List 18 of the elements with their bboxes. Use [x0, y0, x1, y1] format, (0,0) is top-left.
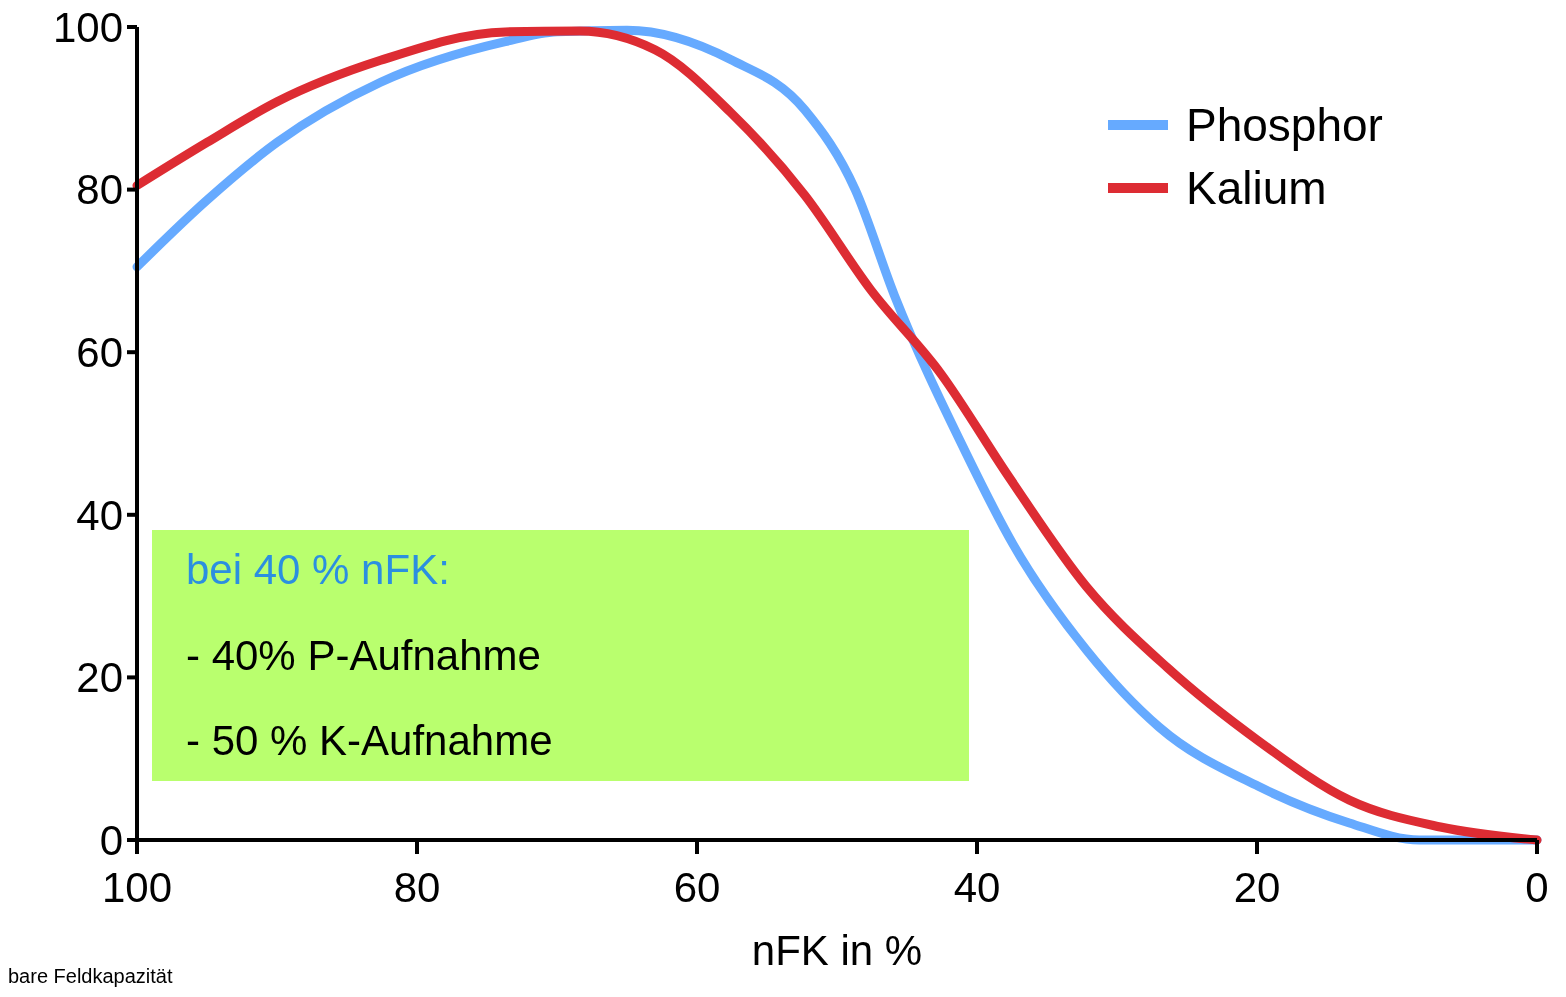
x-tick-label: 0: [1525, 864, 1549, 911]
x-axis-title: nFK in %: [751, 927, 923, 974]
y-tick-label: 0: [99, 816, 123, 864]
y-tick-label: 20: [76, 654, 123, 702]
annotation: - 40% P-Aufnahme: [186, 632, 541, 679]
legend-label: Kalium: [1186, 162, 1327, 215]
x-tick-label: 20: [1233, 864, 1281, 911]
y-tick-label: 100: [52, 3, 123, 51]
x-tick-label: 80: [393, 864, 441, 911]
y-tick-label: 80: [76, 166, 123, 214]
x-tick-label: 60: [673, 864, 721, 911]
text: bare Feldkapazität: [8, 965, 173, 987]
annotation: bei 40 % nFK:: [186, 546, 450, 593]
y-tick-label: 60: [76, 328, 123, 376]
x-tick-label: 40: [953, 864, 1001, 911]
annotation: - 50 % K-Aufnahme: [186, 717, 553, 764]
y-tick-label: 40: [76, 491, 123, 539]
legend-label: Phosphor: [1186, 99, 1383, 152]
